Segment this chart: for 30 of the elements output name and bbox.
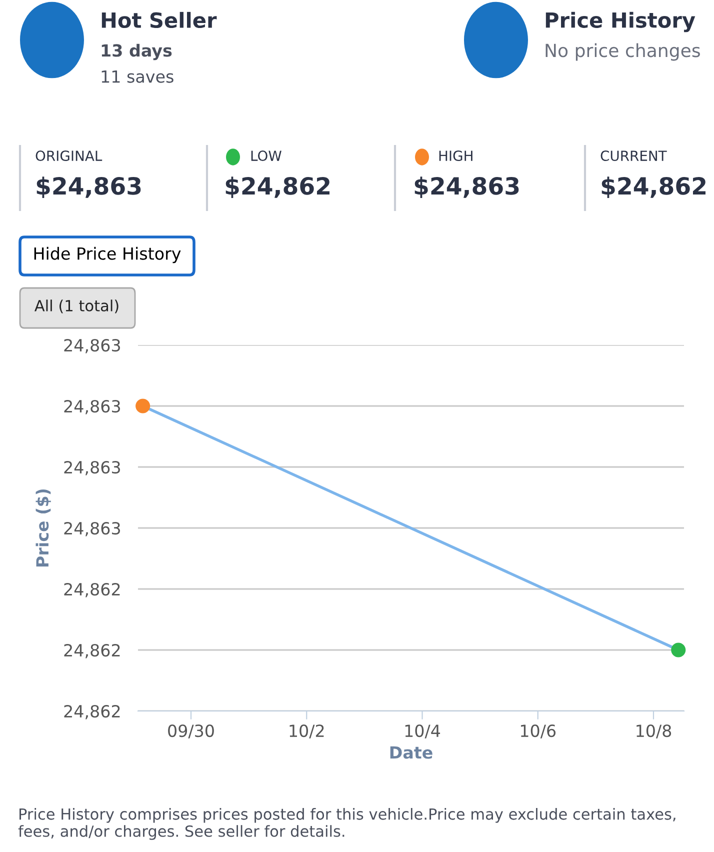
text: CURRENT — [600, 150, 667, 162]
x-tick-label: 10/6 — [520, 724, 556, 738]
text: Hot Seller — [102, 12, 217, 28]
text: 11 saves — [102, 70, 174, 83]
text: Hide Price History — [34, 246, 181, 264]
text: $24,862 — [226, 176, 330, 198]
x-tick-label: 10/8 — [636, 724, 672, 738]
y-tick-label: 24,863 — [64, 338, 120, 354]
text: No price changes — [546, 43, 700, 61]
y-tick-label: 24,863 — [64, 460, 120, 476]
y-axis-title: Price ($) — [36, 489, 51, 566]
text: 13 days — [102, 44, 172, 60]
text: All (1 total) — [34, 300, 118, 314]
x-axis-title: Date — [390, 746, 432, 759]
x-tick-label: 09/30 — [168, 724, 214, 738]
x-tick-label: 10/4 — [405, 724, 440, 738]
y-tick-label: 24,862 — [64, 704, 120, 720]
y-tick-label: 24,863 — [64, 400, 120, 414]
x-tick-label: 10/2 — [290, 724, 324, 738]
y-tick-label: 24,862 — [64, 582, 120, 598]
text: $24,862 — [602, 176, 706, 198]
y-tick-label: 24,863 — [64, 522, 120, 536]
text: ORIGINAL — [36, 150, 102, 162]
text: $24,863 — [36, 176, 141, 198]
text: LOW — [251, 150, 282, 162]
text: Price History — [546, 12, 696, 32]
text: Price History comprises prices posted for this vehicle.Price may exclude certain taxes, fees, and/or charges. See seller for details. — [18, 808, 676, 840]
y-tick-label: 24,862 — [64, 644, 120, 658]
text: $24,863 — [414, 176, 519, 198]
text: HIGH — [439, 150, 472, 162]
